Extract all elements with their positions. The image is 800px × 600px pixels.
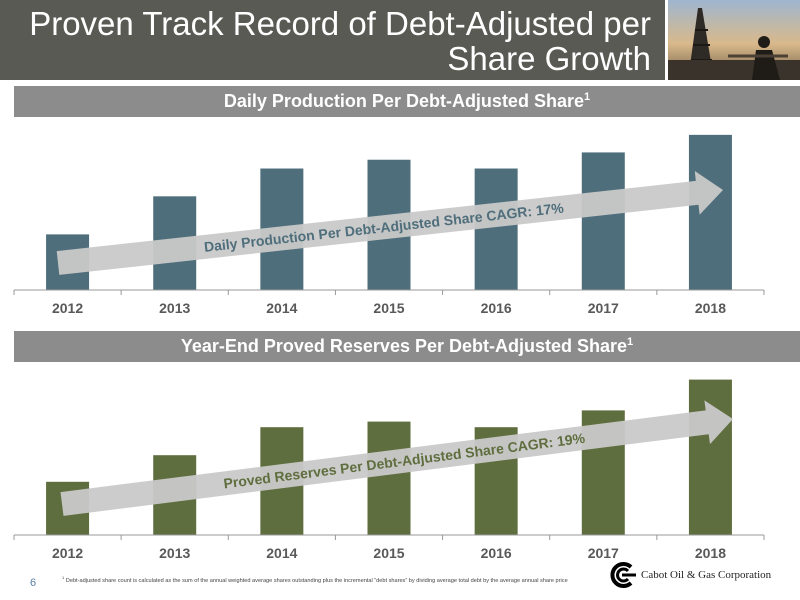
reserves-tick-label: 2013 <box>159 545 190 561</box>
production-tick-label: 2015 <box>373 300 404 316</box>
header-photo <box>668 0 800 80</box>
production-tick-label: 2018 <box>695 300 726 316</box>
reserves-tick-label: 2015 <box>373 545 404 561</box>
production-tick-label: 2014 <box>266 300 297 316</box>
page-number: 6 <box>30 577 37 589</box>
reserves-chart-title: Year-End Proved Reserves Per Debt-Adjust… <box>14 331 800 362</box>
reserves-tick-label: 2012 <box>52 545 83 561</box>
production-chart-title: Daily Production Per Debt-Adjusted Share… <box>14 86 800 117</box>
reserves-tick-label: 2016 <box>481 545 512 561</box>
production-tick-label: 2013 <box>159 300 190 316</box>
reserves-tick-label: 2014 <box>266 545 297 561</box>
production-tick-label: 2017 <box>588 300 619 316</box>
reserves-trend-arrow <box>60 400 733 516</box>
production-tick-label: 2012 <box>52 300 83 316</box>
page-title: Proven Track Record of Debt-Adjusted per… <box>29 5 651 77</box>
production-bar-2018 <box>688 134 732 290</box>
production-tick-label: 2016 <box>481 300 512 316</box>
company-logo-icon <box>610 562 636 588</box>
reserves-bar-2015 <box>367 421 411 535</box>
title-bar: Proven Track Record of Debt-Adjusted per… <box>0 0 665 80</box>
reserves-bar-2018 <box>688 379 732 535</box>
production-bar-2016 <box>474 168 518 290</box>
company-name: Cabot Oil & Gas Corporation <box>641 569 772 581</box>
production-trend-arrow <box>56 171 723 275</box>
production-bar-2017 <box>581 152 625 290</box>
footnote: 1 Debt-adjusted share count is calculate… <box>62 575 568 584</box>
reserves-tick-label: 2018 <box>695 545 726 561</box>
reserves-tick-label: 2017 <box>588 545 619 561</box>
